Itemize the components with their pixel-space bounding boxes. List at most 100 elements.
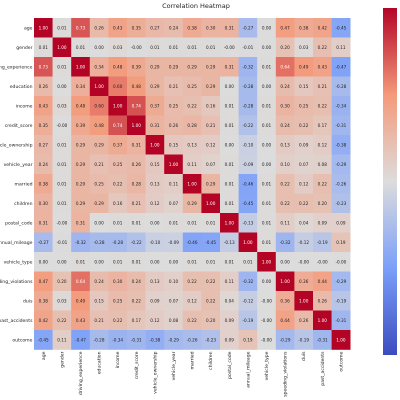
heatmap-cell [127, 154, 146, 175]
heatmap-cell [164, 37, 184, 58]
heatmap-cell [294, 193, 314, 214]
heatmap-cell [238, 291, 258, 311]
cell-value-label: 0.29 [169, 64, 179, 69]
heatmap-cell [34, 193, 53, 214]
heatmap-cell [257, 174, 277, 194]
heatmap-cell [331, 193, 351, 214]
heatmap-cell [331, 154, 351, 175]
heatmap-cell [313, 18, 332, 38]
cell-value-label: 0.48 [94, 123, 104, 128]
cell-value-label: -0.00 [56, 123, 67, 128]
column-label: credit_score [134, 351, 140, 379]
heatmap-cell [89, 57, 109, 77]
cell-value-label: -0.32 [280, 240, 291, 245]
cell-value-label: 0.01 [169, 220, 179, 225]
heatmap-cell [313, 193, 332, 214]
heatmap-cell [182, 57, 202, 77]
heatmap-cell [313, 271, 332, 292]
cell-value-label: 0.38 [39, 181, 49, 186]
heatmap-cell [52, 135, 72, 155]
heatmap-cell [201, 115, 221, 136]
heatmap-cell [220, 330, 239, 350]
heatmap-cell [294, 291, 314, 311]
cell-value-label: -0.45 [205, 240, 216, 245]
heatmap-cell [220, 135, 239, 155]
heatmap-cell [127, 330, 146, 350]
heatmap-cell [89, 271, 109, 292]
heatmap-cell [108, 57, 128, 77]
cell-value-label: -0.28 [242, 84, 253, 89]
row-label: outcome [12, 337, 32, 343]
cell-value-label: -0.45 [335, 25, 346, 30]
heatmap-cell [108, 310, 128, 331]
heatmap-cell [164, 310, 184, 331]
heatmap-cell [71, 57, 91, 77]
heatmap-cell [238, 232, 258, 253]
heatmap-cell [275, 18, 295, 38]
heatmap-cell [52, 115, 72, 136]
cell-value-label: 0.01 [262, 64, 272, 69]
cell-value-label: 0.09 [150, 298, 160, 303]
heatmap-cell [257, 213, 277, 233]
cell-value-label: 0.31 [132, 142, 142, 147]
heatmap-cell [313, 57, 332, 77]
heatmap-cell [164, 291, 184, 311]
cell-value-label: 0.16 [113, 201, 123, 206]
column-label: gender [59, 351, 65, 367]
cell-value-label: 0.25 [187, 84, 197, 89]
cell-value-label: 0.22 [318, 103, 328, 108]
cell-value-label: 0.29 [206, 84, 216, 89]
cell-value-label: -0.27 [38, 240, 49, 245]
cell-value-label: 0.19 [243, 337, 253, 342]
heatmap-cell [145, 18, 165, 38]
cell-value-label: -0.00 [131, 45, 142, 50]
heatmap-cell [164, 174, 184, 194]
cell-value-label: -0.00 [335, 259, 346, 264]
cell-value-label: 1.00 [76, 64, 86, 69]
heatmap-cell [71, 271, 91, 292]
cell-value-label: -0.19 [242, 318, 253, 323]
cell-value-label: -0.00 [317, 259, 328, 264]
row-label: driving_experience [0, 64, 33, 70]
heatmap-cell [145, 37, 165, 58]
heatmap-cell [331, 18, 351, 38]
cell-value-label: 0.44 [318, 279, 328, 284]
heatmap-cell [52, 252, 72, 272]
row-label: postal_code [5, 220, 33, 226]
cell-value-label: 0.12 [187, 298, 197, 303]
heatmap-cell [275, 291, 295, 311]
heatmap-cell [127, 57, 146, 77]
cell-value-label: 0.27 [39, 142, 49, 147]
cell-value-label: 0.09 [336, 220, 346, 225]
heatmap-cell [127, 174, 146, 194]
column-label: age [42, 351, 47, 360]
heatmap-cell [89, 174, 109, 194]
column-label: duis [301, 351, 307, 361]
cell-value-label: 0.47 [280, 25, 290, 30]
cell-value-label: 0.29 [94, 201, 104, 206]
heatmap-cell [275, 76, 295, 97]
cell-value-label: 0.22 [206, 279, 216, 284]
heatmap-cell [108, 18, 128, 38]
cell-value-label: 0.30 [206, 25, 216, 30]
cell-value-label: 0.13 [150, 181, 160, 186]
heatmap-cell [220, 76, 239, 97]
row-label: education [10, 84, 33, 90]
cell-value-label: -0.00 [261, 318, 272, 323]
cell-value-label: 0.29 [206, 64, 216, 69]
heatmap-cell [182, 232, 202, 253]
heatmap-cell [127, 37, 146, 58]
cell-value-label: 0.00 [169, 259, 179, 264]
cell-value-label: 0.17 [132, 318, 142, 323]
heatmap-cell [164, 271, 184, 292]
heatmap-cell [275, 330, 295, 350]
cell-value-label: 0.22 [318, 181, 328, 186]
cell-value-label: 0.30 [39, 201, 49, 206]
heatmap-cell [89, 310, 109, 331]
heatmap-cell [52, 310, 72, 331]
heatmap-cell [201, 174, 221, 194]
cell-value-label: 0.15 [169, 142, 179, 147]
cell-value-label: 1.00 [113, 103, 123, 108]
cell-value-label: -0.31 [335, 318, 346, 323]
heatmap-cell [108, 252, 128, 272]
